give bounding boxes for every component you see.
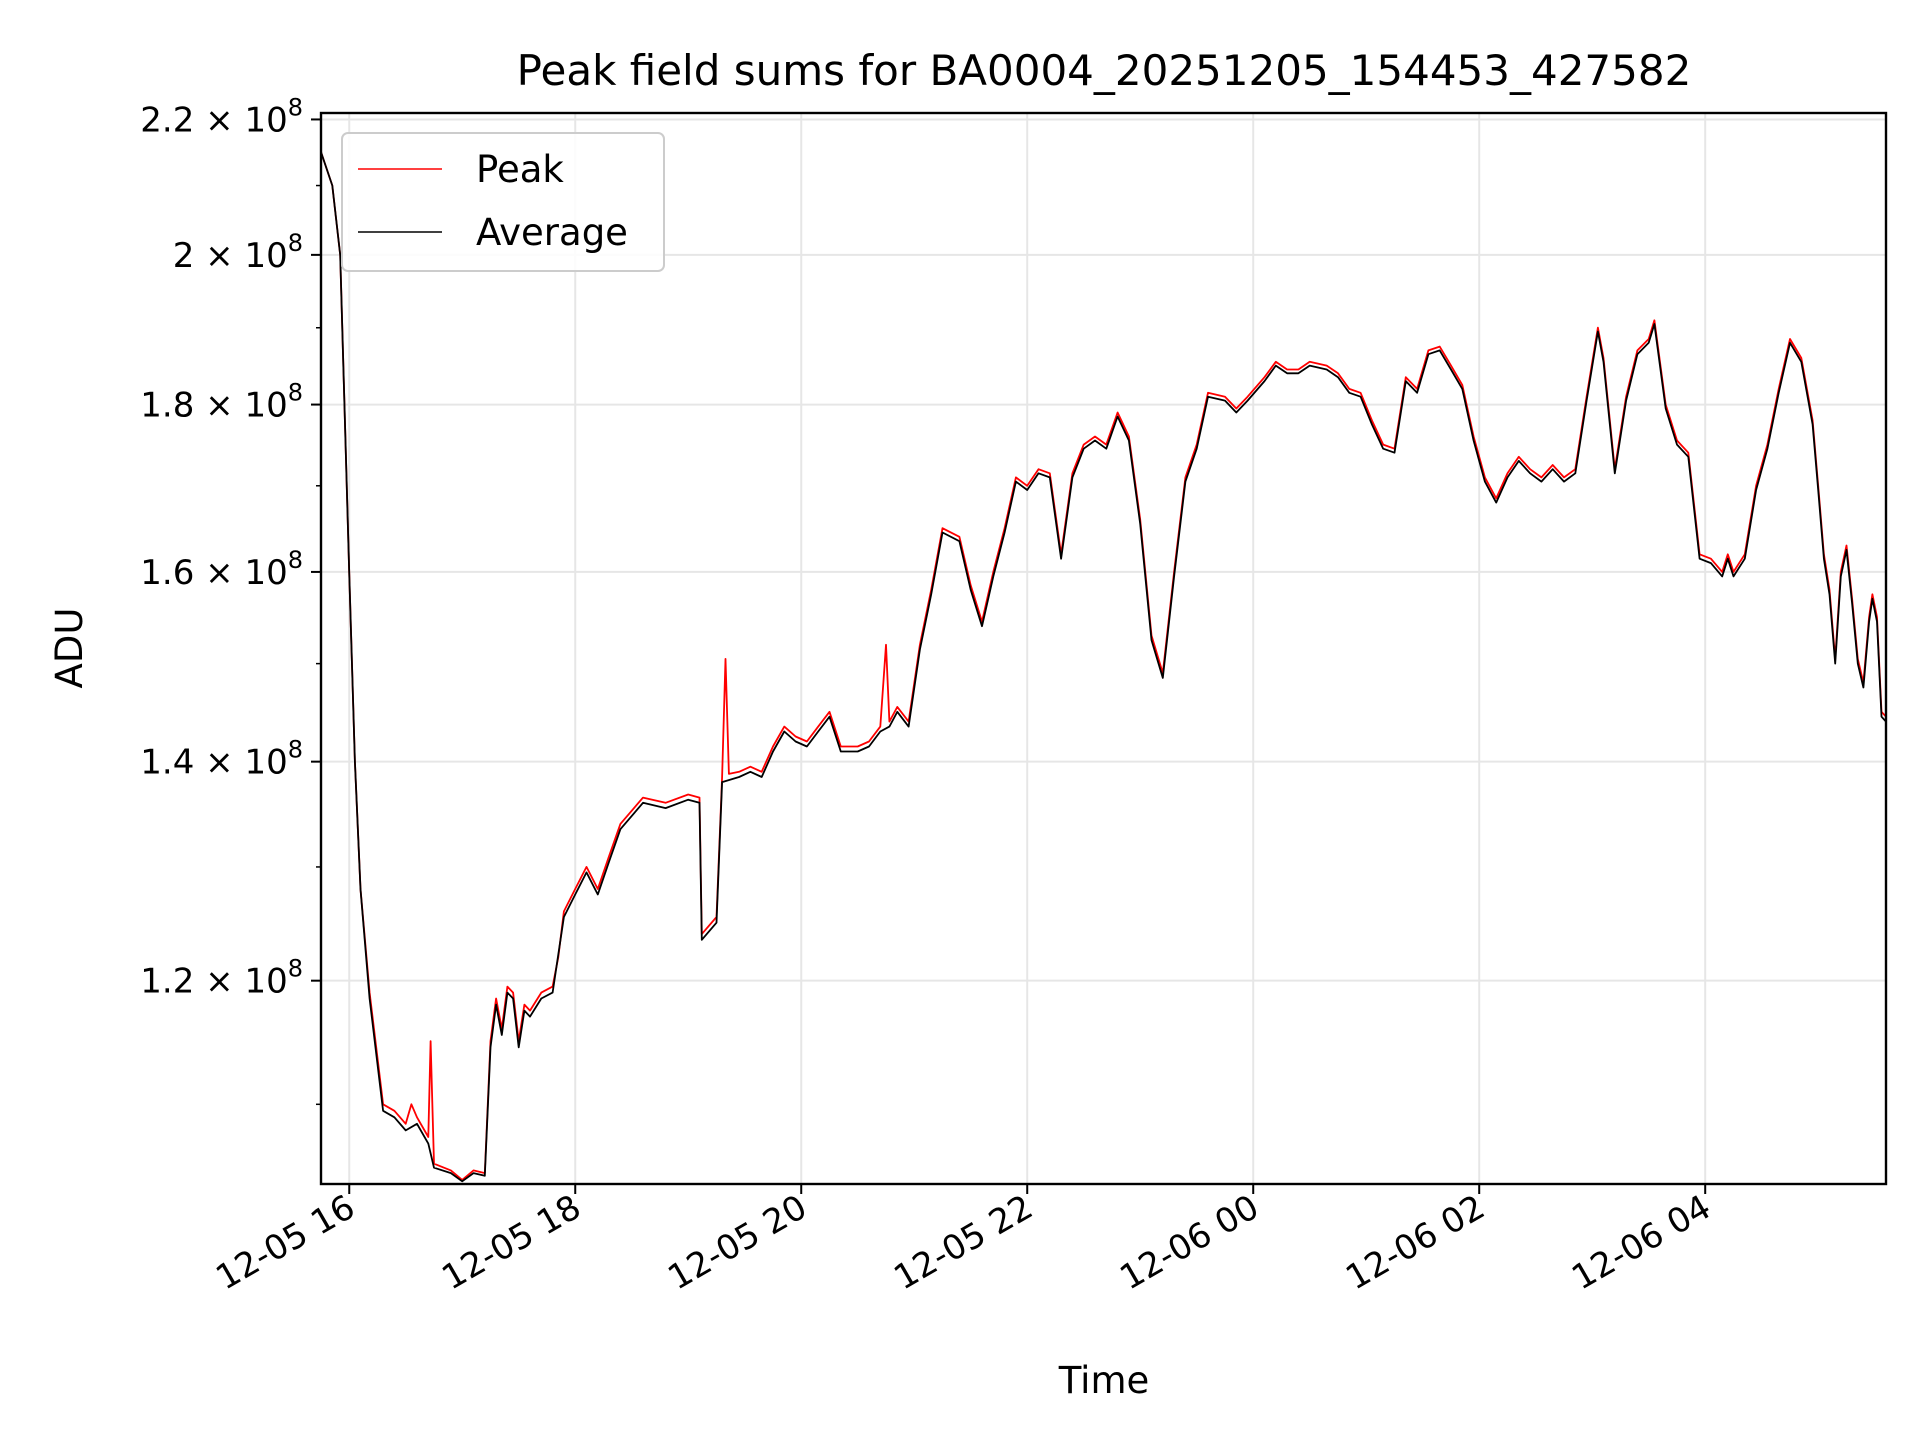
y-tick-label: 1.6 × 108 (140, 546, 303, 593)
y-tick-label: 1.8 × 108 (140, 379, 303, 426)
legend-label-peak: Peak (476, 148, 564, 191)
legend-box (341, 132, 665, 272)
y-tick-label: 1.2 × 108 (140, 955, 303, 1002)
y-axis: 1.2 × 108 1.4 × 108 1.6 × 108 1.8 × 108 2 × … (140, 93, 321, 1106)
y-axis-label: ADU (48, 608, 91, 689)
y-tick-label: 2.2 × 108 (140, 93, 303, 140)
series-layer (321, 151, 1886, 1183)
y-tick-label: 1.4 × 108 (140, 736, 303, 783)
y-tick-label: 2 × 108 (173, 229, 303, 276)
legend-label-average: Average (476, 211, 628, 254)
plot-frame (319, 111, 1888, 1186)
legend: Peak Average (341, 132, 665, 272)
chart-title: Peak field sums for BA0004_20251205_1544… (517, 46, 1692, 95)
series-line-average (321, 151, 1886, 1183)
x-axis-label: Time (1058, 1359, 1150, 1402)
